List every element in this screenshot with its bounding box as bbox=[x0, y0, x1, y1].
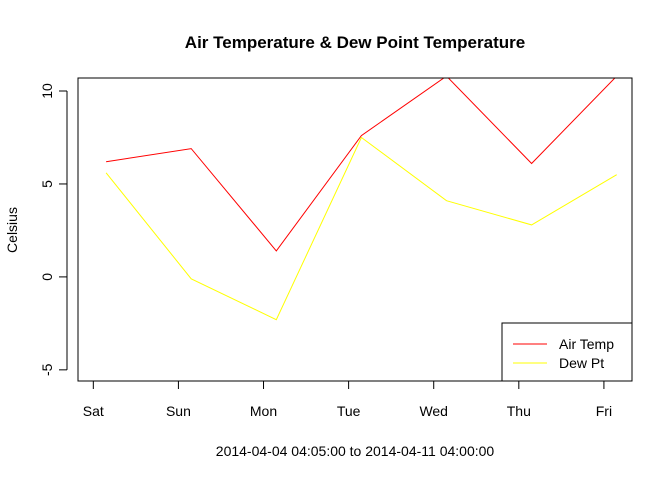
y-tick-label: 10 bbox=[39, 83, 55, 99]
x-tick-label: Wed bbox=[419, 403, 448, 419]
y-tick-label: 5 bbox=[39, 180, 55, 188]
x-axis-label: 2014-04-04 04:05:00 to 2014-04-11 04:00:… bbox=[216, 443, 495, 459]
y-tick-label: 0 bbox=[39, 273, 55, 281]
series-layer bbox=[105, 78, 617, 321]
x-tick-label: Sat bbox=[83, 403, 104, 419]
chart-title: Air Temperature & Dew Point Temperature bbox=[185, 33, 525, 52]
y-tick-label: -5 bbox=[39, 363, 55, 376]
y-axis: -5 0 5 10 bbox=[39, 83, 68, 376]
series-line-air-temp bbox=[106, 78, 616, 252]
x-tick-label: Mon bbox=[250, 403, 277, 419]
legend: Air Temp Dew Pt bbox=[501, 322, 633, 382]
x-tick-label: Thu bbox=[507, 403, 531, 419]
y-axis-label: Celsius bbox=[4, 207, 20, 253]
legend-label-air-temp: Air Temp bbox=[559, 336, 614, 352]
x-tick-label: Tue bbox=[337, 403, 361, 419]
legend-box bbox=[501, 322, 633, 382]
legend-label-dew-pt: Dew Pt bbox=[559, 355, 604, 371]
x-axis: Sat Sun Mon Tue Wed Thu Fri bbox=[83, 380, 612, 419]
x-tick-label: Fri bbox=[596, 403, 612, 419]
x-tick-label: Sun bbox=[166, 403, 191, 419]
series-line-dew-pt bbox=[105, 136, 617, 321]
